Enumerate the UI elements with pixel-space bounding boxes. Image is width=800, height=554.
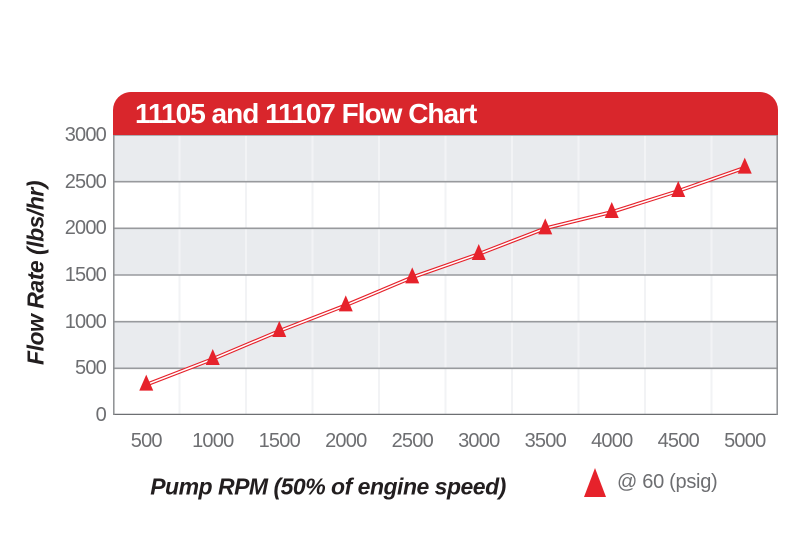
x-tick-label: 5000 [724,430,766,452]
data-point-triangle-marker [471,244,486,260]
data-point-triangle-marker [671,181,686,197]
x-tick-label: 3000 [458,430,500,452]
y-tick-label: 500 [75,357,107,380]
chart-title-banner: 11105 and 11107 Flow Chart [113,92,778,135]
y-axis-title: Flow Rate (lbs/hr) [22,181,49,365]
data-point-triangle-marker [139,374,154,391]
x-tick-label: 2500 [391,430,434,452]
y-tick-label: 2000 [64,217,107,240]
x-tick-label: 2000 [325,430,367,452]
y-tick-label: 1000 [64,310,107,333]
data-point-triangle-marker [737,157,752,174]
x-tick-label: 1000 [192,430,234,452]
data-point-triangle-marker [272,321,287,337]
legend-triangle-marker-icon [584,467,606,497]
x-tick-label: 4000 [591,430,633,452]
x-tick-label: 3500 [524,430,567,452]
y-tick-label: 1500 [64,264,107,286]
x-tick-label: 4500 [657,430,700,452]
data-point-triangle-marker [538,218,553,235]
data-point-triangle-marker [405,267,420,284]
y-tick-label: 0 [95,404,107,426]
series-line-core [146,166,746,386]
y-tick-label: 3000 [64,124,107,146]
data-point-triangle-marker [338,295,353,312]
flow-chart-plot [113,135,778,415]
chart-title: 11105 and 11107 Flow Chart [135,97,477,129]
x-tick-label: 500 [130,430,163,452]
legend: @ 60 (psig) [583,465,718,499]
legend-label: @ 60 (psig) [617,470,718,493]
triangle-up-icon [584,467,606,497]
data-point-triangle-marker [205,349,220,365]
x-tick-label: 1500 [258,430,301,452]
x-axis-title: Pump RPM (50% of engine speed) [150,473,506,500]
y-tick-label: 2500 [64,170,107,193]
data-point-triangle-marker [604,202,619,218]
